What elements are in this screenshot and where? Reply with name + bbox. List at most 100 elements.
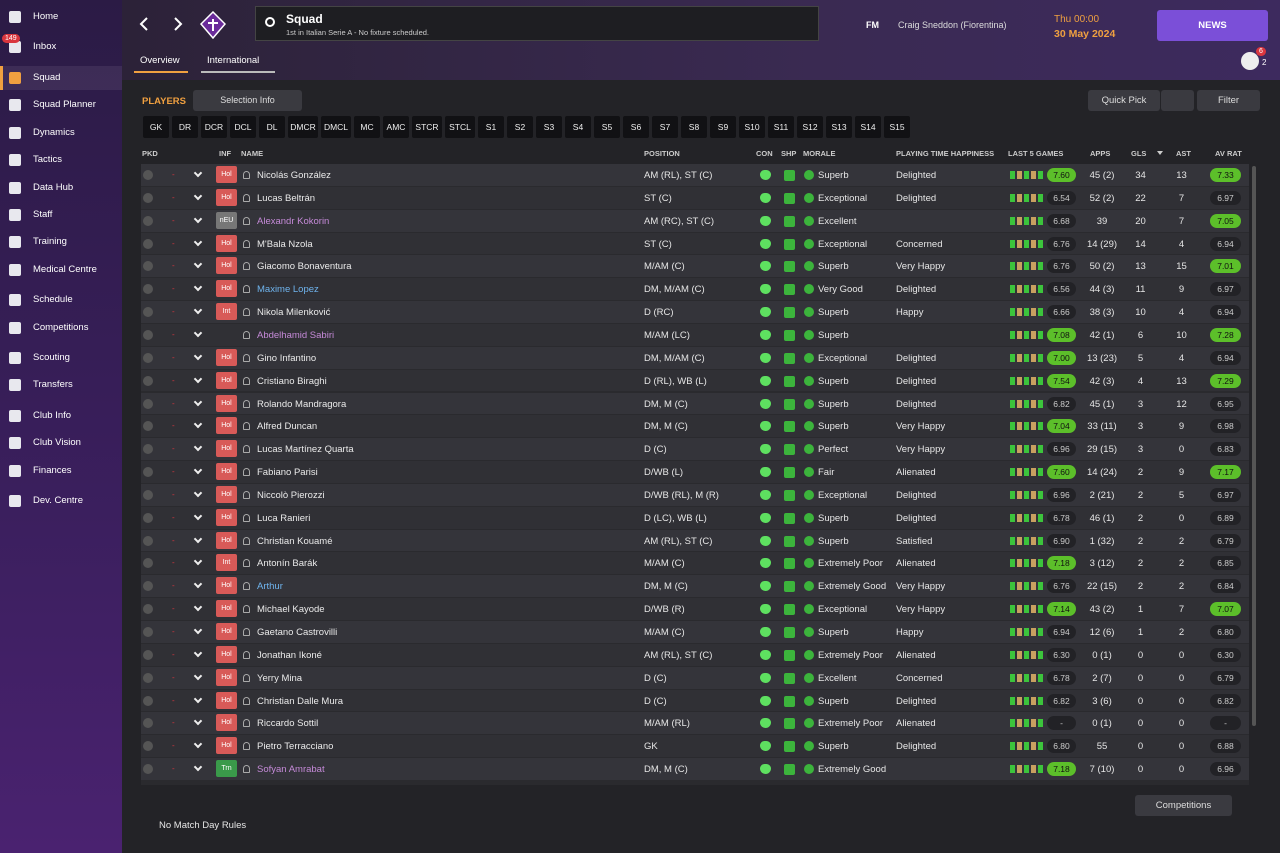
name[interactable]: Pietro Terracciano (257, 741, 334, 753)
column-header[interactable]: NAME (241, 149, 264, 158)
name[interactable]: Christian Kouamé (257, 535, 333, 547)
tab[interactable]: Overview (140, 55, 180, 66)
nav-item[interactable]: Competitions (33, 322, 89, 333)
nav-item[interactable]: Schedule (33, 294, 73, 305)
manager[interactable]: Craig Sneddon (Fiorentina) (898, 20, 1007, 30)
nav-item[interactable]: Club Vision (33, 437, 81, 448)
nav-item[interactable]: Squad Planner (33, 99, 96, 110)
table-row[interactable] (141, 461, 1249, 483)
name[interactable]: Nikola Milenković (257, 307, 331, 319)
table-row[interactable] (141, 758, 1249, 780)
nav-item[interactable]: Medical Centre (33, 264, 97, 275)
position-button[interactable]: MC (354, 116, 380, 138)
table-row[interactable] (141, 712, 1249, 735)
nav-item[interactable]: Scouting (33, 352, 70, 363)
name[interactable]: Giacomo Bonaventura (257, 261, 352, 273)
position-button[interactable]: S3 (536, 116, 562, 138)
position-button[interactable]: DCL (230, 116, 256, 138)
table-row[interactable] (141, 666, 1249, 689)
nav-item[interactable]: Inbox (33, 41, 57, 52)
nav-item[interactable]: Data Hub (33, 182, 74, 193)
competitions-button[interactable]: Competitions (1135, 795, 1232, 816)
table-row[interactable] (141, 209, 1249, 232)
table-row[interactable] (141, 186, 1249, 209)
nav-item[interactable]: Club Info (33, 410, 72, 421)
position-button[interactable]: S6 (623, 116, 649, 138)
table-row[interactable] (141, 506, 1249, 529)
table-row[interactable] (141, 643, 1249, 666)
table-row[interactable] (141, 415, 1249, 438)
position-button[interactable]: S1 (478, 116, 504, 138)
position-button[interactable]: S2 (507, 116, 533, 138)
tab[interactable]: International (207, 55, 260, 66)
position-button[interactable]: S12 (797, 116, 823, 138)
table-row[interactable] (141, 575, 1249, 598)
name[interactable]: Alfred Duncan (257, 421, 318, 433)
position-button[interactable]: GK (143, 116, 169, 138)
column-header[interactable]: CON (756, 149, 773, 158)
name[interactable]: Nicolás González (257, 170, 331, 181)
nav-arrows[interactable] (135, 14, 195, 34)
name[interactable]: Maxime Lopez (257, 284, 319, 296)
position-button[interactable]: S11 (768, 116, 794, 138)
nav-item[interactable]: Finances (33, 465, 72, 476)
name[interactable]: Sofyan Amrabat (257, 764, 325, 776)
column-header[interactable]: INF (219, 149, 232, 158)
quick-pick[interactable]: Quick Pick (1088, 90, 1160, 111)
table-row[interactable] (141, 392, 1249, 415)
column-header[interactable]: MORALE (803, 149, 836, 158)
name[interactable]: Abdelhamid Sabiri (257, 329, 335, 341)
name[interactable]: Christian Dalle Mura (257, 695, 344, 707)
nav-item[interactable]: Dev. Centre (33, 495, 83, 506)
name[interactable]: Gino Infantino (257, 352, 317, 364)
position-button[interactable]: DMCL (321, 116, 351, 138)
column-header[interactable]: APPS (1090, 149, 1111, 158)
column-header[interactable]: SHP (781, 149, 797, 158)
position-button[interactable]: S10 (739, 116, 765, 138)
nav-item[interactable]: Staff (33, 209, 53, 220)
name[interactable]: Alexandr Kokorin (257, 215, 330, 227)
table-row[interactable] (141, 164, 1249, 186)
position-button[interactable]: S15 (884, 116, 910, 138)
table-row[interactable] (141, 346, 1249, 369)
table-row[interactable] (141, 735, 1249, 758)
table-row[interactable] (141, 483, 1249, 506)
position-button[interactable]: S8 (681, 116, 707, 138)
name[interactable]: Jonathan Ikoné (257, 649, 322, 661)
position-button[interactable]: STCL (445, 116, 475, 138)
nav-item[interactable]: Dynamics (33, 127, 75, 138)
position-button[interactable]: DL (259, 116, 285, 138)
table-row[interactable] (141, 621, 1249, 643)
position-button[interactable]: S5 (594, 116, 620, 138)
position-button[interactable]: S14 (855, 116, 881, 138)
filter[interactable]: Filter (1197, 90, 1260, 111)
nav-item[interactable]: Transfers (33, 379, 73, 390)
nav-item[interactable]: Home (33, 11, 59, 22)
name[interactable]: Rolando Mandragora (257, 398, 347, 410)
column-header[interactable]: GLS (1131, 149, 1147, 158)
name[interactable]: Niccolò Pierozzi (257, 489, 325, 501)
nav-item[interactable]: Tactics (33, 154, 63, 165)
name[interactable]: Gaetano Castrovilli (257, 627, 338, 638)
name[interactable]: Lucas Martínez Quarta (257, 444, 354, 456)
position-button[interactable]: S9 (710, 116, 736, 138)
position-button[interactable]: DMCR (288, 116, 318, 138)
column-header[interactable]: AV RAT (1215, 149, 1242, 158)
table-row[interactable] (141, 689, 1249, 712)
column-header[interactable]: POSITION (644, 149, 680, 158)
position-button[interactable]: AMC (383, 116, 409, 138)
name[interactable]: Luca Ranieri (257, 512, 311, 524)
column-header[interactable]: AST (1176, 149, 1191, 158)
name[interactable]: Fabiano Parisi (257, 467, 318, 479)
table-row[interactable] (141, 598, 1249, 620)
position-button[interactable]: STCR (412, 116, 442, 138)
column-header[interactable]: PLAYING TIME HAPPINESS (896, 149, 995, 158)
column-header[interactable]: LAST 5 GAMES (1008, 149, 1064, 158)
position-button[interactable]: DR (172, 116, 198, 138)
table-row[interactable] (141, 232, 1249, 255)
name[interactable]: Yerry Mina (257, 672, 303, 684)
table-row[interactable] (141, 552, 1249, 575)
news-button[interactable]: NEWS (1157, 10, 1268, 41)
position-button[interactable]: DCR (201, 116, 227, 138)
name[interactable]: Arthur (257, 581, 283, 593)
